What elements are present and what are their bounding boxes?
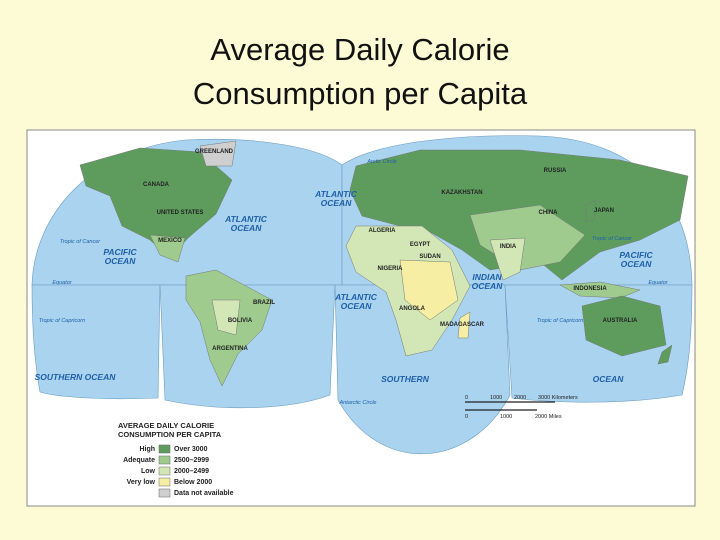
legend-title: CONSUMPTION PER CAPITA: [118, 430, 222, 439]
country-label: GREENLAND: [195, 149, 234, 155]
country-label: ANGOLA: [399, 306, 426, 312]
legend-swatch: [158, 477, 171, 487]
scale-label: 3000 Kilometers: [538, 395, 578, 401]
country-label: NIGERIA: [377, 266, 403, 272]
legend-range: Over 3000: [174, 446, 208, 453]
legend-level: High: [139, 446, 155, 453]
map-labels: PACIFICOCEANATLANTICOCEANATLANTICOCEANAT…: [35, 149, 669, 406]
country-label: RUSSIA: [544, 168, 567, 174]
legend-range: Data not available: [174, 490, 234, 497]
latitude-label: Tropic of Cancer: [60, 239, 101, 245]
legend-range: 2000–2499: [174, 468, 209, 475]
slide-title: Average Daily Calorie Consumption per Ca…: [0, 28, 720, 116]
ocean-label: OCEAN: [472, 281, 504, 291]
legend-level: Very low: [127, 479, 156, 486]
greenland: [199, 140, 237, 167]
legend-swatch: [158, 488, 171, 498]
latitude-label: Antarctic Circle: [339, 400, 377, 406]
madagascar: [457, 311, 471, 339]
country-label: INDONESIA: [573, 286, 607, 292]
country-label: BRAZIL: [253, 300, 275, 306]
central-america: [149, 234, 186, 263]
country-label: ALGERIA: [369, 228, 397, 234]
country-label: CANADA: [143, 182, 170, 188]
country-label: KAZAKHSTAN: [441, 190, 482, 196]
country-label: INDIA: [500, 244, 517, 250]
ocean-label: OCEAN: [321, 198, 353, 208]
japan: [585, 199, 597, 223]
legend-level: Adequate: [123, 457, 155, 464]
new-zealand: [657, 344, 673, 365]
title-line: Consumption per Capita: [192, 76, 528, 111]
ocean-label: OCEAN: [341, 301, 373, 311]
ocean-label: OCEAN: [593, 374, 625, 384]
country-label: JAPAN: [594, 208, 614, 214]
scale-bar: 0 1000 2000 3000 Kilometers 0 1000 2000 Miles: [465, 395, 578, 420]
latitude-label: Equator: [648, 280, 668, 286]
ocean-label: OCEAN: [231, 223, 263, 233]
country-label: EGYPT: [410, 242, 431, 248]
ocean-label: OCEAN: [105, 256, 137, 266]
legend-swatch: [158, 455, 171, 465]
country-label: SUDAN: [419, 254, 440, 260]
latitude-label: Tropic of Cancer: [592, 236, 633, 242]
south-asia: [489, 237, 526, 281]
scale-label: 0: [465, 395, 468, 401]
country-label: CHINA: [539, 210, 559, 216]
ocean-label: SOUTHERN: [381, 374, 430, 384]
land: [79, 140, 689, 387]
australia: [581, 295, 667, 357]
legend-title: AVERAGE DAILY CALORIE: [118, 421, 214, 430]
scale-label: 1000: [490, 395, 502, 401]
title-line: Average Daily Calorie: [210, 32, 510, 67]
africa-very-low: [399, 259, 459, 321]
country-label: BOLIVIA: [228, 318, 253, 324]
country-label: MADAGASCAR: [440, 322, 485, 328]
legend-range: 2500–2999: [174, 457, 209, 464]
latitude-label: Equator: [52, 280, 72, 286]
ocean-label: PACIFIC: [103, 247, 137, 257]
legend-level: Low: [141, 468, 156, 475]
indonesia: [559, 281, 641, 299]
country-label: MEXICO: [158, 238, 182, 244]
scale-label: 2000: [514, 395, 526, 401]
ocean-label: ATLANTIC: [224, 214, 268, 224]
legend-swatch: [158, 466, 171, 476]
ocean-label: INDIAN: [472, 272, 502, 282]
latitude-label: Tropic of Capricorn: [39, 318, 85, 324]
legend-box: [112, 416, 258, 502]
latitude-label: Arctic Circle: [366, 159, 396, 165]
ocean-label: OCEAN: [621, 259, 653, 269]
latitude-label: Tropic of Capricorn: [537, 318, 583, 324]
country-label: UNITED STATES: [157, 210, 204, 216]
country-label: ARGENTINA: [212, 346, 248, 352]
ocean-label: ATLANTIC: [334, 292, 378, 302]
legend-swatch: [158, 444, 171, 454]
scale-label: 2000 Miles: [535, 414, 562, 420]
ocean-lobe: [31, 284, 161, 400]
ocean-label: ATLANTIC: [314, 189, 358, 199]
legend: AVERAGE DAILY CALORIE CONSUMPTION PER CA…: [112, 416, 258, 502]
south-america-low: [211, 299, 241, 336]
ocean-label: SOUTHERN OCEAN: [35, 372, 117, 382]
ocean-label: PACIFIC: [619, 250, 653, 260]
scale-label: 1000: [500, 414, 512, 420]
legend-range: Below 2000: [174, 479, 212, 486]
country-label: AUSTRALIA: [603, 318, 638, 324]
scale-label: 0: [465, 414, 468, 420]
